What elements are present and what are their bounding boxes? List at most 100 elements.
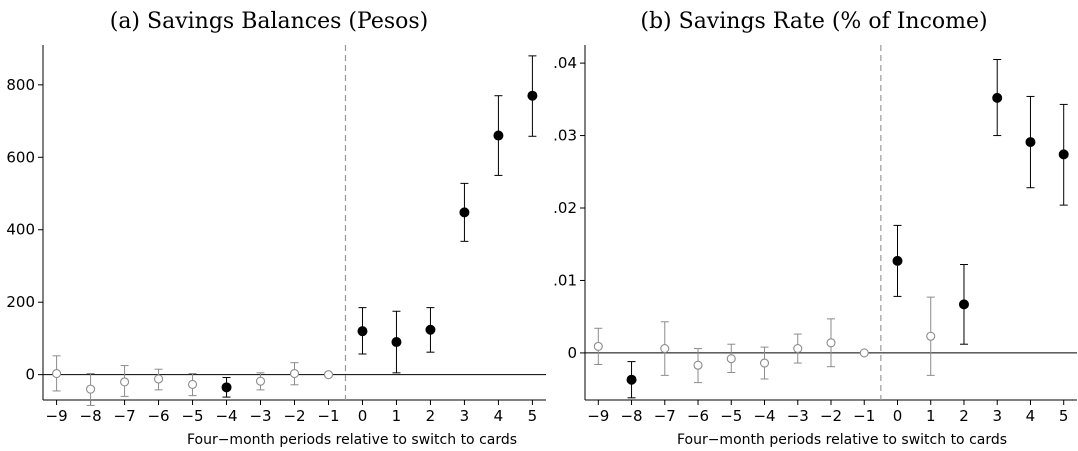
data-point-group bbox=[926, 296, 936, 376]
y-tick-label: 600 bbox=[6, 148, 35, 166]
x-axis-label: Four−month periods relative to switch to… bbox=[677, 432, 1007, 448]
x-tick-label: 1 bbox=[926, 407, 936, 425]
data-point-group bbox=[726, 343, 736, 373]
data-point bbox=[859, 348, 869, 358]
y-tick-label: .02 bbox=[553, 199, 577, 217]
data-point-group bbox=[391, 310, 402, 374]
data-point-group bbox=[1025, 95, 1036, 189]
x-tick-label: −7 bbox=[654, 407, 676, 425]
y-tick-label: 200 bbox=[6, 293, 35, 311]
data-point-group bbox=[626, 361, 637, 399]
x-tick-label: −7 bbox=[114, 407, 136, 425]
data-point bbox=[120, 377, 130, 387]
data-point bbox=[527, 90, 538, 101]
data-point bbox=[357, 326, 368, 337]
data-point-group bbox=[693, 348, 703, 384]
y-tick-label: 0 bbox=[567, 344, 577, 362]
x-tick-label: 4 bbox=[494, 407, 504, 425]
data-point-group bbox=[459, 182, 470, 242]
x-tick-label: −6 bbox=[147, 407, 169, 425]
y-tick-label: 0 bbox=[25, 366, 35, 384]
x-tick-label: 2 bbox=[426, 407, 436, 425]
x-tick-label: −5 bbox=[181, 407, 203, 425]
data-point bbox=[323, 370, 334, 380]
x-tick-label: −6 bbox=[687, 407, 709, 425]
y-tick-label: .01 bbox=[553, 271, 577, 289]
panel-savings-balances: (a) Savings Balances (Pesos) Four−month … bbox=[6, 9, 546, 448]
x-tick-label: −1 bbox=[317, 407, 339, 425]
x-tick-label: 0 bbox=[358, 407, 368, 425]
data-point-group bbox=[958, 264, 969, 345]
data-point-group bbox=[255, 372, 266, 391]
x-tick-label: −3 bbox=[787, 407, 809, 425]
x-tick-label: −9 bbox=[587, 407, 609, 425]
data-point-group bbox=[759, 346, 770, 380]
data-point bbox=[289, 369, 300, 379]
data-point-group bbox=[793, 333, 803, 364]
data-point bbox=[693, 360, 703, 370]
x-tick-label: −1 bbox=[853, 407, 875, 425]
x-tick-label: −3 bbox=[249, 407, 271, 425]
data-point-group bbox=[826, 318, 836, 368]
x-tick-label: 3 bbox=[992, 407, 1002, 425]
data-point bbox=[826, 338, 836, 348]
data-point bbox=[1058, 149, 1069, 160]
x-tick-label: 5 bbox=[528, 407, 538, 425]
data-point bbox=[459, 207, 470, 218]
data-point bbox=[926, 331, 936, 341]
data-point bbox=[992, 92, 1003, 103]
chart-title: (a) Savings Balances (Pesos) bbox=[110, 9, 429, 34]
y-tick-label: 400 bbox=[6, 221, 35, 239]
data-point bbox=[660, 344, 670, 354]
data-point-group bbox=[154, 368, 164, 391]
data-point-group bbox=[527, 55, 538, 137]
data-point bbox=[425, 324, 436, 335]
data-point bbox=[391, 337, 402, 348]
data-point-group bbox=[493, 95, 504, 176]
y-tick-label: .03 bbox=[553, 127, 577, 145]
data-point-group bbox=[992, 58, 1003, 137]
data-point bbox=[493, 130, 504, 141]
x-tick-label: −8 bbox=[80, 407, 102, 425]
x-tick-label: −4 bbox=[753, 407, 775, 425]
data-point bbox=[1025, 137, 1036, 148]
data-point-group bbox=[859, 348, 869, 358]
x-tick-label: −2 bbox=[820, 407, 842, 425]
x-axis-label: Four−month periods relative to switch to… bbox=[187, 432, 517, 448]
data-point bbox=[593, 341, 603, 351]
data-point-group bbox=[892, 224, 903, 297]
data-point bbox=[154, 374, 164, 384]
data-point bbox=[892, 255, 903, 266]
data-point-group bbox=[1058, 103, 1069, 206]
chart-title: (b) Savings Rate (% of Income) bbox=[640, 9, 987, 34]
x-tick-label: −2 bbox=[283, 407, 305, 425]
data-point bbox=[52, 369, 62, 379]
data-point bbox=[86, 384, 96, 394]
data-point-group bbox=[52, 355, 62, 392]
data-point bbox=[626, 374, 637, 385]
data-point bbox=[187, 379, 198, 389]
data-point-group bbox=[221, 377, 232, 398]
data-point bbox=[793, 344, 803, 354]
data-point-group bbox=[289, 362, 300, 386]
data-point bbox=[759, 358, 770, 368]
data-point bbox=[726, 354, 736, 364]
data-point-group bbox=[357, 307, 368, 355]
data-point bbox=[958, 299, 969, 310]
data-point-group bbox=[593, 327, 603, 365]
data-point-group bbox=[86, 373, 96, 406]
data-point-group bbox=[323, 370, 334, 380]
data-point-group bbox=[425, 307, 436, 353]
x-tick-label: 3 bbox=[460, 407, 470, 425]
data-point bbox=[221, 382, 232, 393]
data-point-group bbox=[187, 373, 198, 397]
x-tick-label: −9 bbox=[46, 407, 68, 425]
x-tick-label: 0 bbox=[893, 407, 903, 425]
y-tick-label: 800 bbox=[6, 76, 35, 94]
data-point-group bbox=[660, 321, 670, 376]
x-tick-label: −5 bbox=[720, 407, 742, 425]
panel-savings-rate: (b) Savings Rate (% of Income) Four−mont… bbox=[553, 9, 1077, 448]
x-tick-label: −8 bbox=[620, 407, 642, 425]
y-tick-label: .04 bbox=[553, 54, 577, 72]
